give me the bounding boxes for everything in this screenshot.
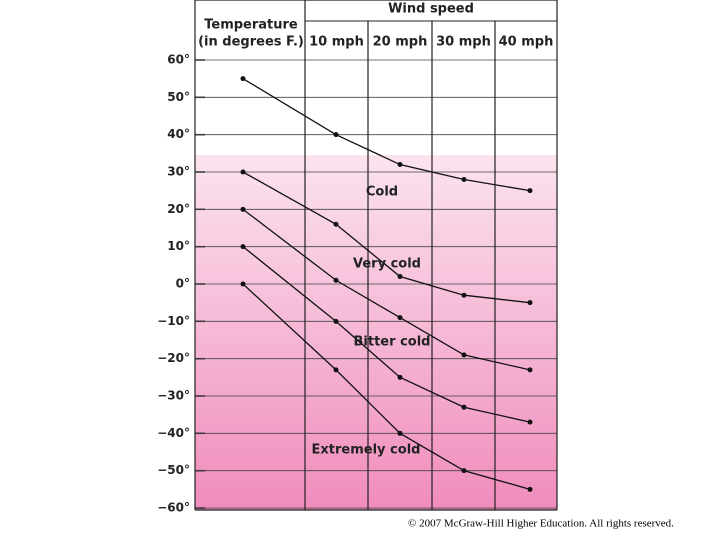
y-tick-label: −50° [157,463,190,477]
row-header: (in degrees F.) [198,35,304,50]
y-tick-label: 20° [167,202,190,216]
y-tick-label: −30° [157,389,190,403]
cold-zone [195,155,557,510]
zone-label: Bitter cold [354,335,431,350]
copyright: © 2007 McGraw-Hill Higher Education. All… [408,518,674,530]
y-tick-label: 30° [167,165,190,179]
y-tick-label: 10° [167,239,190,253]
zone-label: Extremely cold [312,443,421,458]
data-point [461,352,467,358]
data-point [461,468,467,474]
y-tick-label: 60° [167,53,190,67]
data-point [397,374,403,380]
y-tick-label: 50° [167,90,190,104]
y-tick-label: −40° [157,426,190,440]
data-point [333,318,339,324]
data-point [333,277,339,283]
zone-label: Very cold [353,257,421,272]
x-axis-title: Wind speed [388,2,474,17]
x-tick-label: 20 mph [373,35,428,50]
row-header: Temperature [204,18,298,33]
y-tick-label: −10° [157,314,190,328]
data-point [240,169,246,175]
y-tick-label: −20° [157,351,190,365]
data-point [527,300,533,306]
data-point [333,221,339,227]
data-point [397,315,403,321]
data-point [527,419,533,425]
data-point [240,76,246,82]
data-point [527,188,533,194]
data-point [527,486,533,492]
y-tick-label: 40° [167,127,190,141]
data-point [461,176,467,182]
zone-label: Cold [366,185,398,200]
data-point [333,367,339,373]
data-point [240,244,246,250]
x-tick-label: 40 mph [499,35,554,50]
data-point [397,274,403,280]
x-tick-label: 10 mph [309,35,364,50]
data-point [397,430,403,436]
data-point [527,367,533,373]
y-tick-label: 0° [176,277,190,291]
data-point [333,132,339,138]
data-point [240,281,246,287]
data-point [461,292,467,298]
x-tick-label: 30 mph [436,35,491,50]
data-point [240,206,246,212]
data-point [461,404,467,410]
data-point [397,162,403,168]
y-tick-label: −60° [157,501,190,515]
